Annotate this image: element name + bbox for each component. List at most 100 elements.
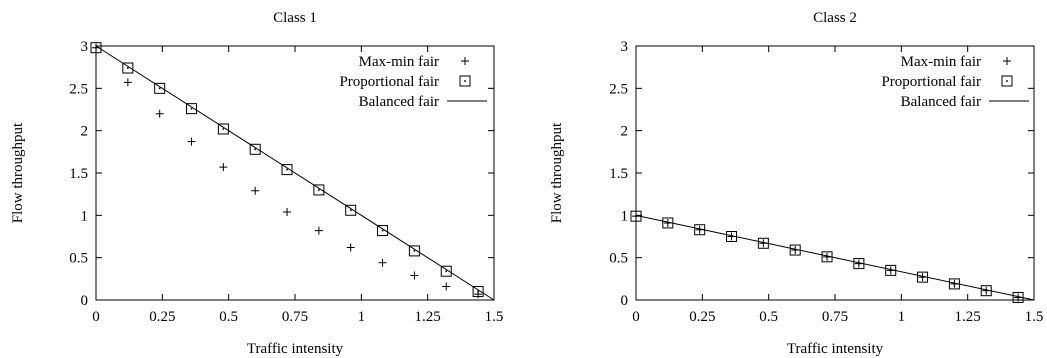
y-tick-label: 2.5 [609, 81, 628, 97]
y-tick-label: 3 [81, 39, 89, 55]
max-min-fair-point [442, 282, 451, 291]
x-tick-label: 0.25 [149, 309, 175, 325]
max-min-fair-point [378, 258, 387, 267]
x-tick-label: 0 [632, 309, 640, 325]
y-tick-label: 1 [621, 208, 629, 224]
chart-title: Class 1 [273, 10, 317, 26]
x-tick-label: 1 [358, 309, 366, 325]
proportional-fair-point-dot [190, 107, 193, 110]
proportional-fair-point-dot [1017, 296, 1019, 299]
legend-label: Proportional fair [339, 74, 439, 90]
proportional-fair-point-dot [95, 46, 97, 49]
y-tick-label: 2 [621, 124, 629, 140]
proportional-fair-point-dot [698, 228, 701, 231]
y-tick-label: 0.5 [609, 251, 628, 267]
max-min-fair-point [251, 186, 260, 195]
y-tick-label: 0 [81, 293, 89, 309]
y-tick-label: 0 [621, 293, 629, 309]
legend-swatch-square [459, 75, 471, 87]
proportional-fair-point-dot [635, 215, 637, 217]
proportional-fair-point-dot [667, 222, 669, 224]
y-tick-label: 2.5 [69, 81, 88, 97]
proportional-fair-point-dot [477, 290, 479, 293]
max-min-fair-point [283, 207, 292, 216]
proportional-fair-point-dot [794, 249, 796, 251]
max-min-fair-point [219, 163, 228, 172]
proportional-fair-point-dot [222, 128, 225, 130]
legend-label: Balanced fair [901, 94, 981, 110]
y-tick-label: 2 [81, 124, 89, 140]
y-axis-title: Flow throughput [10, 122, 26, 223]
x-axis-title: Traffic intensity [787, 341, 884, 357]
y-axis-title: Flow throughput [549, 122, 565, 223]
proportional-fair-point-dot [158, 87, 161, 90]
x-tick-label: 0.75 [822, 309, 848, 325]
chart-class-2: Class 2 0 0.25 0.5 0.75 1 1.25 1.5 0 0.5 1 1.5 2 2.5 3… [549, 10, 1043, 357]
legend-label: Balanced fair [359, 94, 439, 110]
proportional-fair-point [345, 204, 357, 216]
max-min-fair-point [155, 109, 164, 118]
x-tick-label: 1 [898, 309, 906, 325]
proportional-fair-point-dot [921, 276, 924, 278]
x-tick-label: 1.25 [415, 309, 441, 325]
proportional-fair-point-dot [445, 270, 448, 273]
x-tick-label: 1.25 [955, 309, 981, 325]
chart-class-1: Class 1 0 0.25 0.5 0.75 1 1.25 1.5 0 0.5 1 1.5 2 2.5 3… [10, 10, 503, 357]
proportional-fair-point-dot [349, 209, 352, 212]
x-tick-label: 0.25 [689, 309, 715, 325]
proportional-fair-point-dot [826, 256, 828, 258]
max-min-fair-point [123, 78, 132, 87]
proportional-fair-point-dot [953, 283, 956, 285]
balanced-fair-line [635, 214, 1035, 301]
proportional-fair-point-dot [413, 250, 416, 252]
proportional-fair-point-dot [762, 242, 765, 245]
proportional-fair-point [90, 42, 102, 54]
legend-label: Max-min fair [901, 54, 981, 70]
legend-label: Proportional fair [881, 74, 981, 90]
proportional-fair-point-dot [730, 235, 733, 238]
y-tick-label: 1.5 [609, 166, 628, 182]
y-tick-label: 3 [621, 39, 629, 55]
proportional-fair-point [472, 286, 484, 298]
proportional-fair-point [249, 143, 261, 155]
legend-swatch-square-dot [464, 80, 466, 82]
proportional-fair-point [154, 82, 166, 94]
proportional-fair-point-dot [889, 269, 892, 272]
legend-swatch-square [1001, 75, 1013, 87]
max-min-fair-point [410, 271, 419, 280]
max-min-fair-point [346, 243, 355, 252]
legend-swatch-plus [1003, 57, 1011, 65]
y-tick-label: 1 [81, 208, 89, 224]
x-tick-label: 0.75 [282, 309, 308, 325]
x-axis-title: Traffic intensity [247, 341, 344, 357]
proportional-fair-point [440, 265, 452, 277]
y-tick-label: 0.5 [69, 251, 88, 267]
max-min-fair-point [187, 137, 196, 146]
proportional-fair-point-dot [127, 67, 129, 69]
legend-label: Max-min fair [359, 54, 439, 70]
legend-swatch-square-dot [1006, 80, 1008, 82]
x-tick-label: 1.5 [485, 309, 504, 325]
y-tick-label: 1.5 [69, 166, 88, 182]
proportional-fair-point [408, 245, 420, 257]
x-tick-label: 0 [92, 309, 100, 325]
proportional-fair-point-dot [985, 289, 988, 292]
proportional-fair-point [313, 184, 325, 196]
balanced-fair-line [95, 45, 495, 301]
proportional-fair-point [281, 164, 293, 176]
proportional-fair-point-dot [318, 189, 320, 191]
proportional-fair-point [377, 225, 389, 237]
proportional-fair-point-dot [381, 229, 384, 232]
proportional-fair-point-dot [858, 262, 860, 265]
proportional-fair-point [186, 103, 198, 115]
max-min-fair-point [314, 226, 323, 235]
proportional-fair-point [217, 123, 229, 135]
x-tick-label: 0.5 [759, 309, 778, 325]
chart-title: Class 2 [813, 10, 857, 26]
legend-swatch-plus [461, 57, 469, 65]
proportional-fair-point [122, 62, 134, 74]
proportional-fair-point-dot [254, 148, 256, 151]
x-tick-label: 1.5 [1025, 309, 1044, 325]
proportional-fair-point-dot [286, 168, 288, 171]
